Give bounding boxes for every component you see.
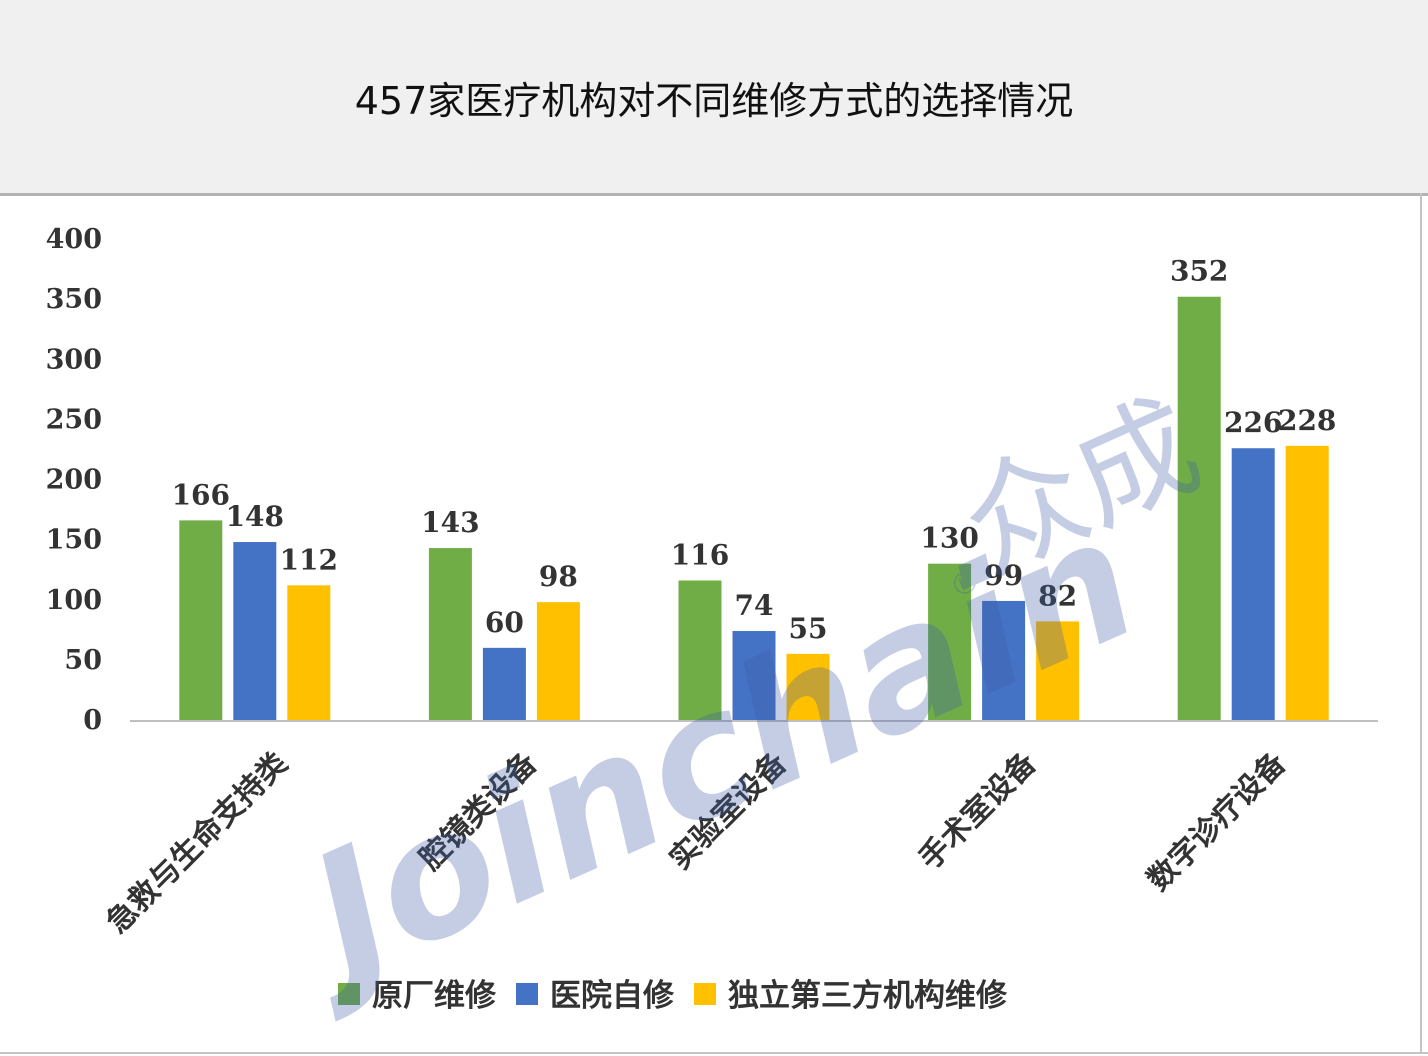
data-label: 60 <box>485 606 524 639</box>
bar <box>482 647 526 720</box>
data-label: 82 <box>1038 579 1077 612</box>
bar <box>179 520 223 720</box>
bar <box>1285 445 1329 720</box>
data-label: 74 <box>735 589 774 622</box>
bar <box>233 542 277 720</box>
page-title: 457家医疗机构对不同维修方式的选择情况 <box>354 79 1074 123</box>
legend-label: 独立第三方机构维修 <box>728 978 1008 1014</box>
y-tick-label: 400 <box>46 224 102 255</box>
bar <box>678 580 722 720</box>
y-tick-label: 100 <box>46 585 102 616</box>
y-tick-label: 200 <box>46 465 102 496</box>
data-label: 55 <box>789 612 828 645</box>
y-tick-label: 0 <box>83 705 102 736</box>
data-label: 148 <box>226 500 284 533</box>
data-label: 228 <box>1278 404 1336 437</box>
legend-swatch <box>694 983 716 1005</box>
y-tick-label: 50 <box>64 645 102 676</box>
data-label: 98 <box>539 560 578 593</box>
y-tick-label: 350 <box>46 284 102 315</box>
data-label: 166 <box>172 478 230 511</box>
x-category-label: 急救与生命支持类 <box>100 746 294 940</box>
data-label: 116 <box>671 539 729 572</box>
data-label: 99 <box>984 559 1023 592</box>
bar <box>1036 621 1080 720</box>
bar <box>428 548 472 720</box>
data-label: 130 <box>920 522 978 555</box>
data-label: 226 <box>1224 406 1282 439</box>
bar <box>928 563 972 720</box>
title-bar: 457家医疗机构对不同维修方式的选择情况 <box>0 0 1428 196</box>
y-tick-label: 300 <box>46 344 102 375</box>
legend-label: 原厂维修 <box>372 978 497 1014</box>
bar <box>786 653 830 720</box>
bar <box>1177 296 1221 720</box>
x-category-label: 手术室设备 <box>912 745 1044 877</box>
panel-bottom-border <box>0 1052 1428 1054</box>
y-tick-label: 250 <box>46 404 102 435</box>
legend-swatch <box>338 983 360 1005</box>
y-tick-label: 150 <box>46 525 102 556</box>
legend-label: 医院自修 <box>550 978 675 1014</box>
legend-swatch <box>516 983 538 1005</box>
panel-right-border <box>1420 193 1422 1053</box>
bar <box>982 600 1026 720</box>
bar <box>732 631 776 720</box>
data-label: 143 <box>421 506 479 539</box>
x-category-label: 数字诊疗设备 <box>1141 745 1294 898</box>
data-label: 112 <box>280 543 338 576</box>
data-label: 352 <box>1170 255 1228 288</box>
bar <box>536 602 580 720</box>
bar <box>1231 448 1275 720</box>
bar <box>287 585 331 720</box>
